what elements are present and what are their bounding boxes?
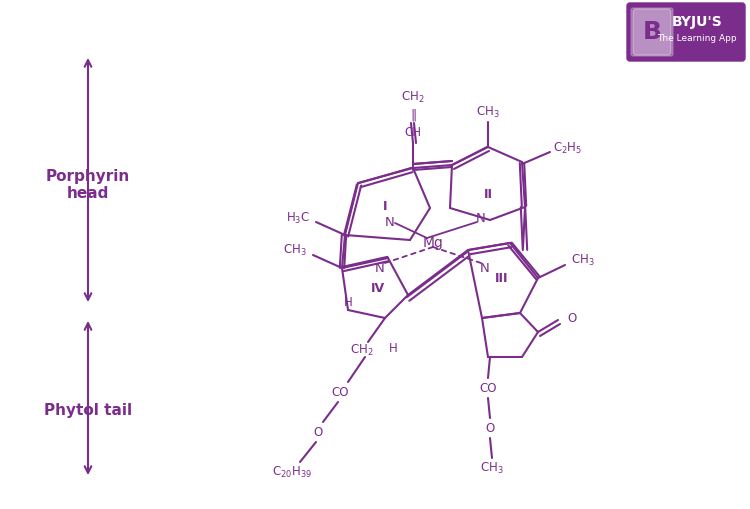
Text: N: N xyxy=(476,212,486,224)
Text: O: O xyxy=(567,312,577,325)
Text: C$_2$H$_5$: C$_2$H$_5$ xyxy=(554,140,583,156)
Text: O: O xyxy=(314,426,322,438)
Text: CH: CH xyxy=(404,127,422,139)
Text: ‖: ‖ xyxy=(410,108,416,122)
FancyBboxPatch shape xyxy=(627,3,745,61)
Text: II: II xyxy=(484,188,493,202)
Text: B: B xyxy=(643,20,662,44)
Text: CO: CO xyxy=(332,385,349,399)
Text: H$_3$C: H$_3$C xyxy=(286,210,310,225)
Text: N: N xyxy=(375,262,385,274)
FancyBboxPatch shape xyxy=(633,9,671,55)
Text: C$_{20}$H$_{39}$: C$_{20}$H$_{39}$ xyxy=(272,464,312,479)
Text: Phytol tail: Phytol tail xyxy=(44,403,132,417)
Text: CH$_3$: CH$_3$ xyxy=(476,104,500,120)
Text: N: N xyxy=(480,262,490,274)
Text: CO: CO xyxy=(479,382,496,394)
Text: Porphyrin
head: Porphyrin head xyxy=(46,169,130,201)
Text: O: O xyxy=(485,421,495,435)
Text: The Learning App: The Learning App xyxy=(657,34,736,42)
Text: CH$_3$: CH$_3$ xyxy=(480,461,504,475)
Text: BYJU'S: BYJU'S xyxy=(672,15,722,29)
Text: H: H xyxy=(388,342,398,354)
Text: CH$_3$: CH$_3$ xyxy=(284,242,307,258)
Text: Mg: Mg xyxy=(422,236,443,250)
Text: IV: IV xyxy=(371,281,385,295)
Text: H: H xyxy=(344,297,352,309)
FancyBboxPatch shape xyxy=(631,8,673,56)
Text: I: I xyxy=(382,201,387,213)
Text: III: III xyxy=(495,271,508,285)
Text: N: N xyxy=(386,215,394,229)
Text: CH$_2$: CH$_2$ xyxy=(401,90,424,104)
Text: CH$_3$: CH$_3$ xyxy=(572,252,595,268)
Text: CH$_2$: CH$_2$ xyxy=(350,343,374,357)
